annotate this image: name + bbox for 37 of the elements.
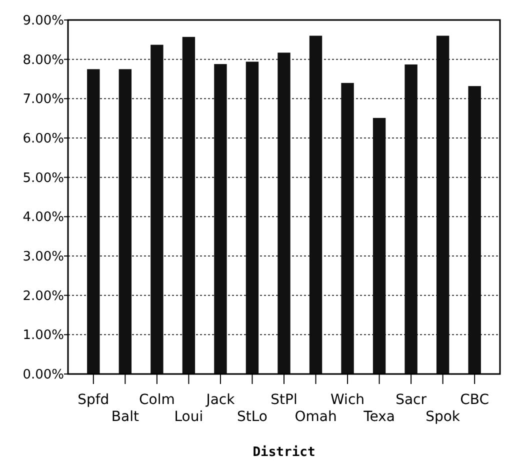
bar xyxy=(341,82,354,374)
y-tick-label: 1.00% xyxy=(22,328,64,344)
x-tick-label: Jack xyxy=(205,392,236,408)
bar xyxy=(246,62,259,374)
x-axis-title: District xyxy=(252,445,316,460)
bar xyxy=(372,118,386,374)
y-tick-label: 5.00% xyxy=(22,170,64,186)
x-tick-label: Colm xyxy=(139,392,175,408)
x-tick-label: Loui xyxy=(174,409,204,425)
x-tick-label: Spfd xyxy=(78,392,110,408)
y-tick-label: 8.00% xyxy=(22,52,64,68)
bar xyxy=(214,64,227,374)
x-tick-label: Texa xyxy=(362,409,395,425)
bar xyxy=(118,69,132,374)
y-tick-label: 2.00% xyxy=(22,288,64,304)
bar xyxy=(87,69,100,374)
x-tick-label: StLo xyxy=(236,409,268,425)
x-tick-label: Spok xyxy=(426,409,461,425)
bar xyxy=(182,36,196,374)
x-tick-label: Balt xyxy=(111,409,140,425)
y-tick-label: 3.00% xyxy=(22,250,64,265)
bar xyxy=(436,36,450,374)
y-tick-label: 7.00% xyxy=(22,92,64,108)
bar xyxy=(468,86,481,374)
y-tick-label: 9.00% xyxy=(22,14,64,29)
x-tick-label: Omah xyxy=(294,409,337,425)
x-tick-label: Wich xyxy=(330,392,365,408)
bar xyxy=(309,36,322,374)
y-tick-label: 4.00% xyxy=(22,210,64,226)
y-tick-label: 6.00% xyxy=(22,132,64,147)
bar xyxy=(278,52,290,374)
y-tick-label: 0.00% xyxy=(22,368,64,383)
x-tick-label: Sacr xyxy=(396,392,427,408)
bar xyxy=(404,64,418,374)
bar xyxy=(150,44,164,374)
x-tick-label: CBC xyxy=(460,392,490,408)
x-tick-label: StPl xyxy=(270,392,298,408)
